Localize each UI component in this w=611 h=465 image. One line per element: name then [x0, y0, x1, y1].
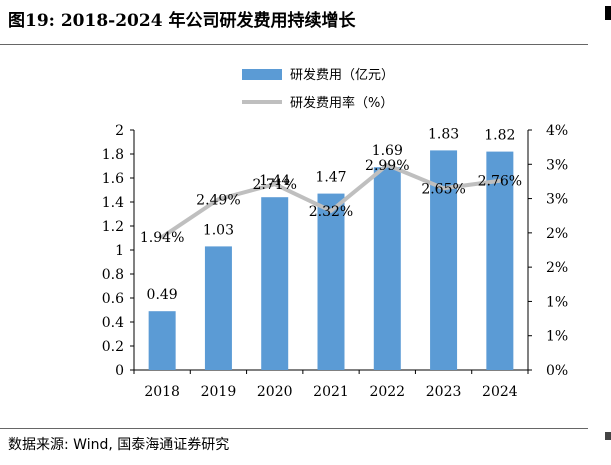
source-note: 数据来源: Wind, 国泰海通证券研究 — [8, 437, 230, 453]
edge-marker-top — [605, 6, 611, 20]
left-axis-tick-label: 1.8 — [102, 147, 124, 163]
bar-2020 — [261, 197, 289, 370]
left-axis-tick-label: 0 — [115, 363, 124, 379]
title-divider — [0, 44, 588, 45]
bar-2022 — [373, 167, 401, 370]
left-axis-tick-label: 0.2 — [102, 339, 124, 355]
left-axis-tick-label: 2 — [115, 123, 124, 139]
bar-2021 — [317, 193, 345, 370]
bar-value-label: 0.49 — [147, 287, 178, 303]
rd-ratio-point — [216, 197, 220, 201]
line-value-label: 2.49% — [196, 192, 240, 208]
line-value-label: 2.99% — [365, 158, 409, 174]
right-axis-tick-label: 2% — [546, 260, 568, 276]
right-axis-tick-label: 1% — [546, 294, 568, 310]
rd-ratio-point — [498, 179, 502, 183]
bar-value-label: 1.47 — [315, 170, 346, 186]
left-axis-tick-label: 0.8 — [102, 267, 124, 283]
right-axis-tick-label: 3% — [546, 157, 568, 173]
line-value-label: 2.65% — [421, 181, 465, 197]
rd-ratio-point — [273, 182, 277, 186]
left-axis-tick-label: 0.6 — [102, 291, 124, 307]
rd-ratio-point — [329, 209, 333, 213]
bar-value-label: 1.03 — [203, 222, 234, 238]
rd-ratio-point — [385, 163, 389, 167]
left-axis-tick-label: 0.4 — [102, 315, 124, 331]
right-axis-tick-label: 3% — [546, 192, 568, 208]
legend-label-line: 研发费用率（%） — [290, 95, 393, 111]
x-axis-tick-label: 2021 — [313, 384, 349, 400]
bar-2018 — [148, 311, 176, 370]
x-axis-tick-label: 2018 — [144, 384, 180, 400]
line-value-label: 1.94% — [140, 230, 184, 246]
legend-swatch-bar — [242, 69, 282, 80]
rd-ratio-point — [160, 235, 164, 239]
x-axis-tick-label: 2024 — [482, 384, 518, 400]
x-axis-tick-label: 2020 — [257, 384, 293, 400]
source-divider — [0, 428, 588, 429]
bar-value-label: 1.44 — [259, 173, 290, 189]
bar-value-label: 1.83 — [428, 126, 459, 142]
bar-2024 — [486, 151, 514, 370]
line-value-label: 2.71% — [252, 177, 296, 193]
bar-value-label: 1.69 — [372, 143, 403, 159]
left-axis-tick-label: 1.2 — [102, 219, 124, 235]
legend-label-bar: 研发费用（亿元） — [290, 67, 394, 83]
bar-value-label: 1.82 — [484, 128, 515, 144]
right-axis-tick-label: 2% — [546, 226, 568, 242]
x-axis-tick-label: 2023 — [426, 384, 462, 400]
bar-2019 — [204, 246, 232, 370]
edge-marker-bottom — [605, 432, 611, 440]
line-value-label: 2.32% — [309, 204, 353, 220]
left-axis-tick-label: 1 — [115, 243, 124, 259]
x-axis-tick-label: 2022 — [369, 384, 405, 400]
x-axis-tick-label: 2019 — [201, 384, 237, 400]
right-axis-tick-label: 0% — [546, 363, 568, 379]
legend: 研发费用（亿元） 研发费用率（%） — [242, 67, 394, 111]
left-axis-tick-label: 1.6 — [102, 171, 124, 187]
rd-ratio-point — [442, 186, 446, 190]
line-value-label: 2.76% — [478, 174, 522, 190]
chart-title: 图19: 2018-2024 年公司研发费用持续增长 — [8, 11, 356, 31]
left-axis-tick-label: 1.4 — [102, 195, 124, 211]
right-axis-tick-label: 1% — [546, 329, 568, 345]
right-axis-tick-label: 4% — [546, 123, 568, 139]
